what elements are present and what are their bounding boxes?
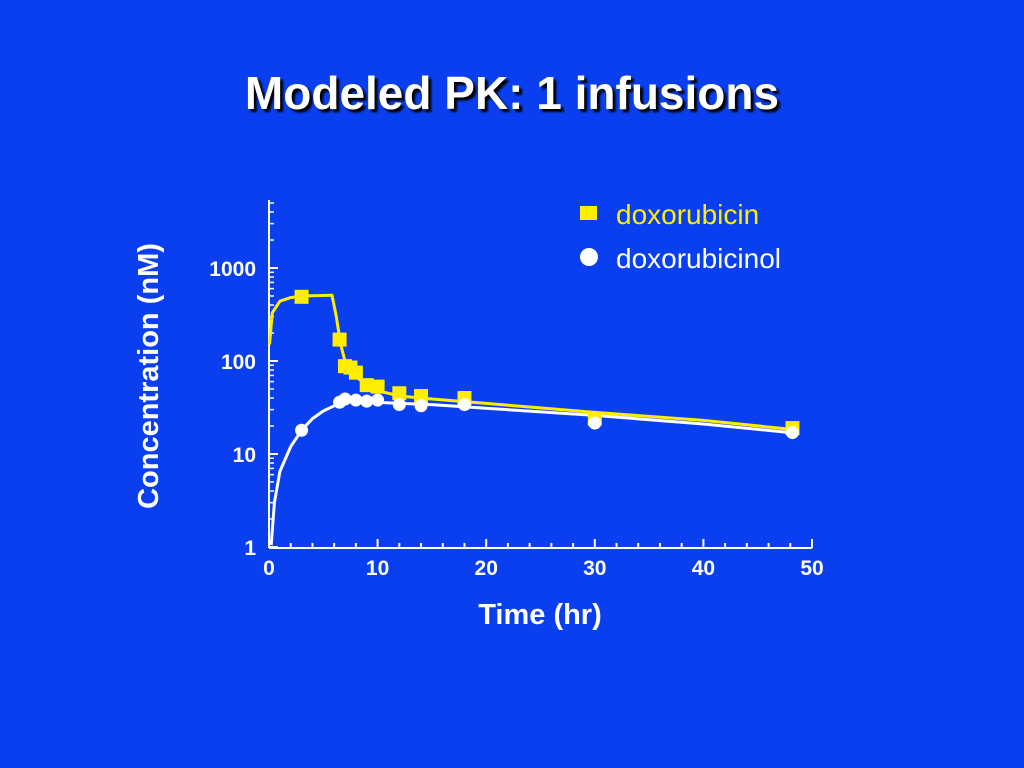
y-tick-label: 1: [244, 537, 256, 560]
doxorubicinol-data-point: [392, 398, 406, 412]
y-tick-label: 1000: [209, 258, 256, 281]
doxorubicinol-data-point: [371, 393, 385, 407]
doxorubicin-data-point: [370, 379, 385, 394]
legend-doxorubicinol-marker: [580, 248, 598, 266]
x-tick-label: 30: [583, 557, 606, 580]
x-tick-label: 50: [800, 557, 823, 580]
doxorubicin-data-point: [294, 289, 309, 304]
x-tick-label: 0: [263, 557, 275, 580]
x-tick-label: 40: [692, 557, 715, 580]
doxorubicinol-data-point: [414, 399, 428, 413]
legend-doxorubicin-marker: [580, 206, 597, 220]
doxorubicinol-data-point: [588, 416, 602, 430]
y-tick-label: 10: [233, 444, 256, 467]
doxorubicinol-data-point: [457, 398, 471, 412]
doxorubicinol-data-point: [785, 426, 799, 440]
slide-title: Modeled PK: 1 infusions: [244, 67, 780, 119]
legend-doxorubicin-label: doxorubicin: [616, 199, 759, 230]
doxorubicin-data-point: [414, 389, 429, 404]
chart-markers: [294, 289, 800, 440]
doxorubicinol-data-point: [338, 392, 352, 406]
doxorubicin-data-point: [348, 365, 363, 380]
x-tick-label: 20: [475, 557, 498, 580]
doxorubicinol-data-point: [295, 423, 309, 437]
chart-legend: doxorubicin doxorubicinol: [580, 199, 781, 274]
y-tick-label: 100: [221, 351, 256, 374]
chart-curves: [268, 293, 791, 546]
x-axis-title: Time (hr): [478, 599, 602, 631]
chart-axes: 0 10 20 30 40 50 1 10 100 1000: [209, 200, 824, 580]
legend-doxorubicinol-label: doxorubicinol: [616, 243, 781, 274]
doxorubicin-data-point: [359, 378, 374, 393]
doxorubicinol-data-point: [349, 393, 363, 407]
doxorubicin-data-point: [332, 332, 347, 347]
x-tick-label: 10: [366, 557, 389, 580]
doxorubicin-data-point: [392, 386, 407, 401]
doxorubicinol-data-point: [360, 394, 374, 408]
y-axis-title: Concentration (nM): [133, 243, 165, 509]
